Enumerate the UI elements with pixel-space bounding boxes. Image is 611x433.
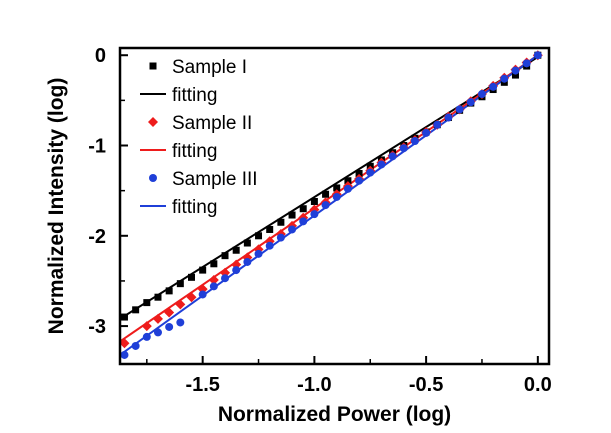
data-point-s4-35 [522, 59, 531, 68]
axis-ticks: -1.5 -1.0 -0.5 0.0 -3 -2 -1 0 [88, 45, 552, 396]
data-point-s4-16 [310, 210, 319, 219]
plot-frame [118, 46, 551, 366]
data-point-s0-14 [277, 218, 285, 226]
data-point-s4-18 [332, 192, 341, 201]
data-point-s2-5 [186, 292, 197, 303]
data-point-s4-14 [288, 225, 297, 234]
data-point-s4-5 [176, 318, 185, 327]
data-point-s4-24 [399, 144, 408, 153]
data-point-s4-2 [142, 332, 151, 341]
data-point-s4-23 [388, 152, 397, 161]
legend-marker-4 [149, 174, 157, 182]
x-tick-label-1: -1.0 [297, 374, 331, 396]
data-point-s0-12 [255, 232, 263, 240]
data-point-s0-0 [120, 313, 128, 321]
legend-label-2: Sample II [172, 113, 252, 134]
data-point-s0-1 [132, 306, 140, 314]
data-point-s4-3 [153, 328, 162, 337]
y-tick-label-3: 0 [95, 45, 106, 67]
data-point-s0-5 [176, 280, 184, 288]
legend: Sample I fitting Sample II fitting Sample II… [140, 57, 258, 218]
data-point-s0-11 [243, 239, 251, 247]
x-tick-label-2: -0.5 [409, 374, 443, 396]
data-point-s4-20 [355, 176, 364, 185]
data-point-s4-34 [511, 66, 520, 75]
data-point-s4-27 [433, 120, 442, 129]
y-axis-label: Normalized Intensity (log) [45, 78, 68, 335]
data-point-s0-7 [199, 266, 207, 274]
legend-label-5: fitting [172, 197, 217, 218]
data-point-s2-4 [175, 299, 186, 310]
data-point-s4-7 [209, 282, 218, 291]
data-point-s0-16 [299, 205, 307, 213]
data-point-s4-19 [343, 184, 352, 193]
data-point-s2-7 [208, 275, 219, 286]
data-point-s2-3 [164, 307, 175, 318]
data-point-s2-1 [141, 321, 152, 332]
data-point-s4-17 [321, 201, 330, 210]
data-point-s4-1 [131, 341, 140, 350]
data-point-s4-11 [254, 249, 263, 258]
data-point-s4-36 [533, 51, 542, 60]
y-tick-label-1: -2 [88, 226, 106, 248]
data-point-s4-25 [410, 136, 419, 145]
data-point-s4-12 [265, 241, 274, 250]
data-point-s4-13 [276, 233, 285, 242]
data-point-s4-22 [377, 160, 386, 169]
data-point-s4-30 [466, 98, 475, 107]
data-point-s0-21 [355, 169, 363, 177]
data-point-s4-32 [489, 82, 498, 91]
data-point-s0-18 [322, 190, 330, 198]
legend-marker-0 [149, 62, 157, 70]
data-point-s4-10 [243, 257, 252, 266]
data-point-s0-10 [232, 246, 240, 254]
data-points [119, 50, 543, 359]
data-point-s0-4 [165, 287, 173, 295]
data-point-s4-26 [422, 128, 431, 137]
data-point-s0-9 [221, 252, 229, 260]
x-axis-label: Normalized Power (log) [218, 403, 451, 426]
data-point-s0-19 [333, 184, 341, 192]
legend-label-4: Sample III [172, 169, 258, 190]
data-point-s0-3 [154, 293, 162, 301]
data-point-s4-28 [444, 113, 453, 122]
data-point-s0-15 [288, 211, 296, 219]
data-point-s4-15 [299, 217, 308, 226]
legend-label-3: fitting [172, 141, 217, 162]
legend-label-0: Sample I [172, 57, 247, 78]
data-point-s4-6 [198, 290, 207, 299]
data-point-s0-2 [143, 299, 151, 307]
data-point-s0-6 [188, 273, 195, 281]
x-tick-label-0: -1.5 [185, 374, 219, 396]
data-point-s4-29 [455, 105, 464, 114]
data-point-s0-20 [344, 177, 352, 185]
data-point-s4-0 [120, 350, 129, 359]
data-point-s0-17 [310, 197, 318, 205]
y-tick-label-2: -1 [88, 136, 106, 158]
data-point-s4-8 [221, 274, 230, 283]
data-point-s0-8 [210, 260, 218, 268]
data-point-s0-35 [511, 71, 519, 79]
data-point-s4-21 [366, 168, 375, 177]
x-tick-label-3: 0.0 [524, 374, 552, 396]
y-tick-label-0: -3 [88, 316, 106, 338]
data-point-s2-2 [152, 313, 163, 324]
legend-label-1: fitting [172, 85, 217, 106]
data-point-s4-4 [165, 322, 174, 331]
data-point-s4-31 [477, 90, 486, 99]
data-point-s4-9 [232, 266, 241, 275]
data-point-s0-13 [266, 225, 274, 233]
legend-marker-2 [148, 117, 158, 127]
data-point-s4-33 [500, 74, 509, 83]
data-point-s2-0 [119, 338, 130, 349]
